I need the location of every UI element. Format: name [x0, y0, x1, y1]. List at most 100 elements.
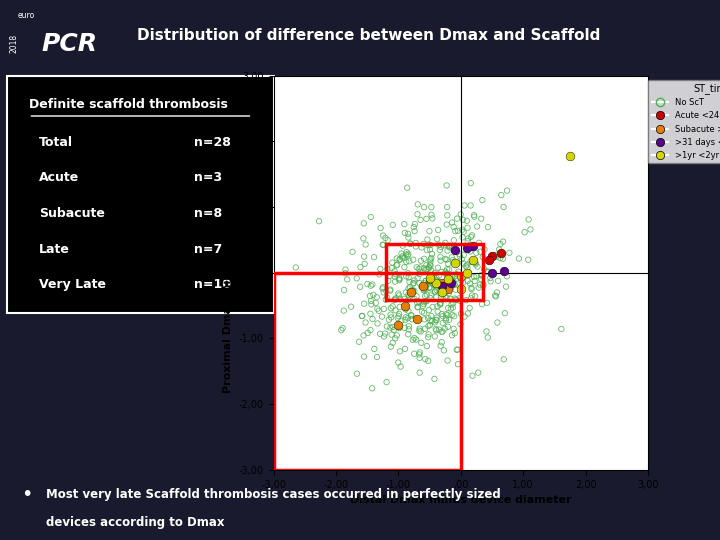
Text: 2018: 2018: [9, 34, 19, 53]
Point: [473, 239, 485, 247]
Point: [446, 242, 458, 251]
Point: [404, 278, 415, 286]
Point: [368, 253, 379, 261]
Point: [466, 231, 477, 240]
Point: [492, 276, 504, 285]
Point: [464, 242, 476, 251]
Point: [402, 330, 414, 339]
Point: [462, 268, 473, 277]
Point: [408, 276, 420, 285]
Point: [384, 285, 396, 294]
Point: [375, 224, 387, 232]
Point: [377, 312, 388, 321]
Point: [469, 259, 481, 267]
Point: [418, 279, 429, 287]
Point: [436, 281, 448, 290]
Point: [425, 316, 436, 325]
Point: [457, 233, 469, 241]
Point: [418, 308, 430, 317]
Point: [475, 214, 487, 223]
Point: [423, 306, 435, 314]
Point: [451, 346, 462, 354]
Point: [404, 282, 415, 291]
Point: [415, 282, 427, 291]
Point: [378, 332, 390, 341]
Point: [467, 255, 479, 264]
Point: [405, 311, 417, 320]
Point: [462, 276, 474, 285]
Point: [523, 215, 534, 224]
Point: [423, 264, 435, 272]
Point: [420, 276, 431, 285]
Point: [394, 255, 405, 264]
Point: [402, 184, 413, 192]
Point: [457, 215, 469, 224]
Point: [420, 355, 431, 363]
Point: [467, 242, 479, 251]
Point: [414, 270, 426, 279]
Point: [402, 314, 414, 322]
Point: [364, 292, 376, 300]
Point: [449, 312, 460, 321]
Point: [409, 227, 420, 235]
Point: [444, 265, 455, 274]
Point: [366, 300, 377, 309]
Point: [410, 239, 422, 247]
Point: [498, 237, 509, 246]
Point: [449, 259, 460, 267]
Text: n=7: n=7: [194, 242, 222, 255]
Point: [399, 301, 410, 310]
Point: [395, 295, 406, 303]
Point: [457, 278, 469, 287]
Point: [433, 285, 444, 294]
Point: [426, 254, 437, 262]
Point: [442, 246, 454, 255]
Point: [466, 285, 477, 293]
Point: [442, 322, 454, 331]
Point: [431, 293, 442, 301]
Point: [380, 295, 392, 304]
Point: [481, 299, 492, 307]
Point: [381, 322, 392, 330]
Point: [387, 258, 398, 267]
Point: [372, 319, 383, 328]
Point: [477, 253, 488, 261]
Point: [411, 292, 423, 301]
Point: [424, 274, 436, 282]
Point: [392, 260, 403, 269]
Point: [364, 309, 376, 318]
Text: n=3: n=3: [194, 171, 222, 184]
Point: [406, 315, 418, 323]
Point: [452, 360, 464, 368]
Point: [422, 265, 433, 273]
Point: [435, 252, 446, 261]
Point: [409, 295, 420, 303]
Point: [444, 282, 455, 291]
Point: [409, 220, 420, 228]
Point: [493, 245, 505, 254]
Point: [415, 263, 426, 272]
Point: [387, 339, 398, 347]
Point: [415, 327, 426, 336]
Point: [351, 274, 362, 282]
Point: [453, 267, 464, 276]
Bar: [386, 245, 482, 300]
Point: [464, 241, 475, 249]
Point: [464, 247, 476, 256]
Point: [452, 227, 464, 235]
Point: [434, 299, 446, 307]
Point: [436, 309, 448, 318]
Point: [408, 349, 420, 358]
Point: [382, 293, 393, 302]
Point: [381, 378, 392, 387]
Point: [418, 203, 430, 212]
Point: [385, 342, 397, 351]
Point: [356, 312, 367, 320]
Point: [394, 255, 405, 264]
Point: [441, 202, 453, 211]
Point: [419, 315, 431, 323]
Point: [477, 271, 488, 280]
Point: [430, 325, 441, 333]
Point: [418, 240, 429, 248]
Point: [470, 248, 482, 257]
